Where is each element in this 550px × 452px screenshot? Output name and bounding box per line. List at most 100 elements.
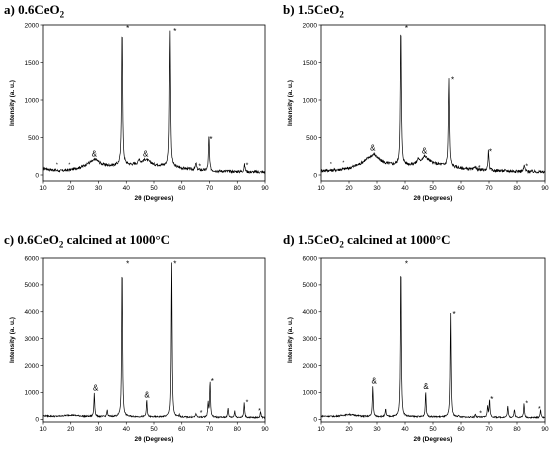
asterisk-marker: * (538, 406, 541, 413)
asterisk-marker: * (126, 259, 129, 268)
x-tick-label: 80 (513, 185, 521, 192)
y-tick-label: 5000 (303, 282, 318, 289)
x-tick-label: 50 (429, 426, 437, 433)
y-axis-label: Intensity (a. u.) (9, 317, 16, 363)
x-tick-label: 80 (234, 185, 242, 192)
y-tick-label: 4000 (303, 309, 318, 316)
y-axis-label: Intensity (a. u.) (9, 80, 16, 126)
y-tick-label: 500 (306, 135, 317, 142)
diffraction-line (320, 275, 545, 420)
x-tick-label: 20 (345, 426, 353, 433)
x-tick-label: 60 (457, 426, 465, 433)
x-axis-label: 2θ (Degrees) (414, 195, 453, 202)
asterisk-marker: * (246, 399, 249, 406)
asterisk-marker: * (451, 76, 454, 85)
x-tick-label: 20 (67, 426, 75, 433)
x-axis-label: 2θ (Degrees) (414, 436, 453, 443)
asterisk-marker: * (209, 135, 212, 144)
asterisk-marker: * (342, 160, 344, 166)
chart-panel-1: 10 20 30 40 50 60 70 80 90 0 500 1000 1500 2000 2θ (De… (287, 22, 549, 202)
x-tick-label: 90 (261, 426, 269, 433)
diffraction-line (42, 262, 265, 420)
asterisk-marker: * (479, 410, 482, 417)
x-tick-label: 10 (39, 426, 47, 433)
x-tick-label: 90 (261, 185, 269, 192)
x-tick-label: 90 (541, 426, 549, 433)
y-tick-label: 1500 (303, 60, 318, 67)
ampersand-marker: & (372, 377, 378, 386)
x-tick-label: 40 (401, 426, 409, 433)
y-tick-label: 5000 (25, 282, 40, 289)
y-tick-label: 1500 (25, 60, 40, 67)
x-tick-label: 60 (457, 185, 465, 192)
asterisk-marker: * (200, 410, 203, 417)
y-tick-label: 1000 (25, 97, 40, 104)
asterisk-marker: * (525, 400, 528, 407)
x-tick-label: 30 (95, 185, 103, 192)
x-tick-label: 90 (541, 185, 549, 192)
y-tick-label: 2000 (25, 22, 40, 29)
x-tick-label: 30 (373, 426, 381, 433)
x-tick-label: 70 (485, 185, 493, 192)
asterisk-marker: * (405, 259, 408, 268)
asterisk-marker: * (525, 163, 528, 170)
plot-frame (320, 257, 546, 423)
y-tick-label: 1000 (303, 390, 318, 397)
panel-title-d: d) 1.5CeO2 calcined at 1000°C (283, 232, 451, 250)
ampersand-marker: & (422, 146, 428, 155)
ampersand-marker: & (92, 149, 98, 158)
asterisk-marker: * (246, 163, 249, 170)
plot-frame (320, 24, 546, 182)
chart-panel-2: 10 20 30 40 50 60 70 80 90 0 1000 2000 3000 4000 5000 6… (9, 255, 269, 443)
x-tick-label: 40 (123, 426, 131, 433)
x-tick-label: 10 (317, 426, 325, 433)
x-tick-label: 60 (178, 426, 186, 433)
asterisk-marker: * (68, 163, 70, 169)
y-tick-label: 2000 (303, 22, 318, 29)
asterisk-marker: * (56, 163, 58, 169)
asterisk-marker: * (330, 162, 332, 168)
panel-title-b: b) 1.5CeO2 (283, 2, 344, 20)
y-tick-label: 6000 (25, 255, 40, 262)
asterisk-marker: * (211, 377, 214, 386)
plot-frame (42, 257, 266, 423)
asterisk-marker: * (405, 24, 408, 33)
asterisk-marker: * (452, 310, 455, 319)
y-tick-label: 6000 (303, 255, 318, 262)
panel-title-c: c) 0.6CeO2 calcined at 1000°C (4, 232, 171, 250)
x-tick-label: 80 (513, 426, 521, 433)
y-tick-label: 3000 (303, 336, 318, 343)
chart-panel-0: 10 20 30 40 50 60 70 80 90 0 500 1000 1500 2000 2θ (De… (9, 22, 269, 202)
x-axis-label: 2θ (Degrees) (135, 436, 174, 443)
ampersand-marker: & (144, 391, 150, 400)
y-axis-label: Intensity (a. u.) (287, 80, 294, 126)
x-tick-label: 50 (429, 185, 437, 192)
ampersand-marker: & (370, 143, 376, 152)
asterisk-marker: * (490, 395, 493, 404)
x-tick-label: 10 (317, 185, 325, 192)
x-tick-label: 20 (345, 185, 353, 192)
y-tick-label: 500 (28, 135, 39, 142)
x-tick-label: 10 (39, 185, 47, 192)
x-tick-label: 70 (485, 426, 493, 433)
y-tick-label: 0 (35, 417, 39, 424)
y-tick-label: 0 (35, 172, 39, 179)
asterisk-marker: * (478, 165, 481, 172)
x-tick-label: 50 (150, 426, 158, 433)
y-tick-label: 2000 (25, 363, 40, 370)
diffraction-line (320, 34, 546, 174)
x-tick-label: 30 (373, 185, 381, 192)
y-tick-label: 1000 (303, 97, 318, 104)
asterisk-marker: * (258, 408, 261, 415)
x-axis-label: 2θ (Degrees) (135, 195, 174, 202)
asterisk-marker: * (173, 27, 176, 36)
x-tick-label: 60 (178, 185, 186, 192)
y-tick-label: 4000 (25, 309, 40, 316)
asterisk-marker: * (173, 259, 176, 268)
y-tick-label: 3000 (25, 336, 40, 343)
y-axis-label: Intensity (a. u.) (287, 317, 294, 363)
x-tick-label: 70 (206, 426, 214, 433)
diffraction-line (42, 30, 266, 175)
plot-frame (42, 24, 266, 182)
asterisk-marker: * (489, 148, 492, 157)
